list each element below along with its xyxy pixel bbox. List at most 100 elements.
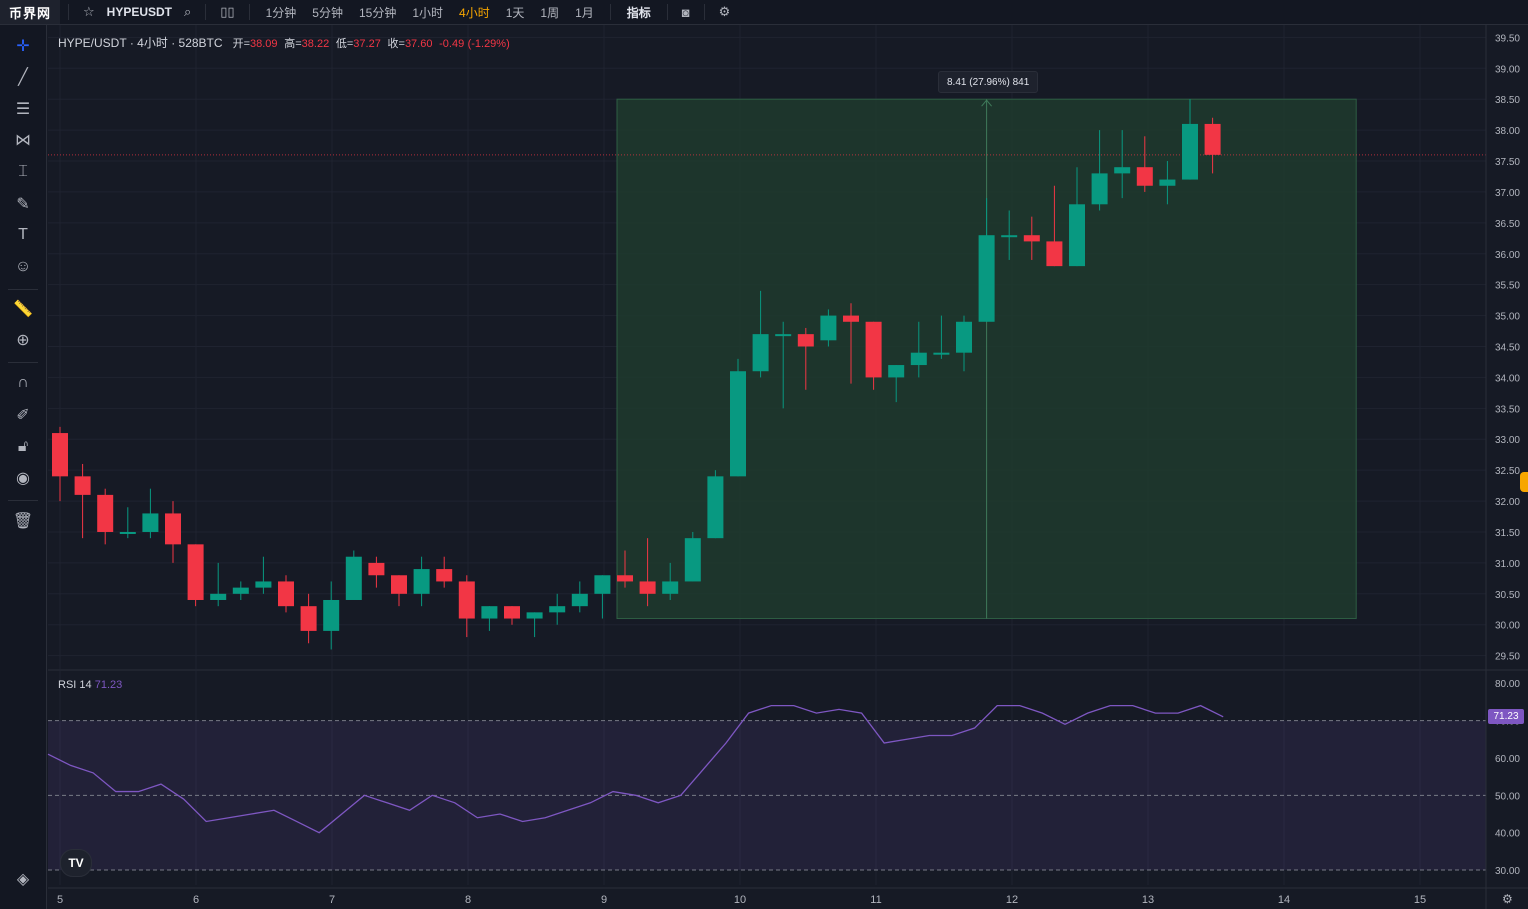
candle-body (368, 562, 385, 576)
candle-body (413, 569, 430, 594)
candle-body (74, 476, 91, 495)
price-axis-label: 36.50 (1495, 219, 1520, 230)
toolbar-divider (68, 4, 69, 20)
text-icon[interactable]: T (18, 226, 28, 243)
indicators-button[interactable]: 指标 (626, 5, 651, 20)
fib-lines-icon[interactable]: ☰ (15, 101, 31, 118)
price-axis-label: 31.50 (1495, 528, 1520, 539)
star-icon[interactable]: ☆ (83, 4, 95, 19)
price-axis-label: 32.00 (1495, 497, 1520, 508)
interval-1h[interactable]: 1小时 (412, 5, 444, 20)
candle-body (436, 569, 453, 582)
rsi-value: 71.23 (94, 679, 123, 691)
legend-dot: · (171, 36, 179, 50)
price-axis-label: 30.50 (1495, 590, 1520, 601)
search-icon[interactable]: ⌕ (184, 4, 192, 19)
candle-body (232, 587, 249, 594)
toolbar-divider (248, 4, 250, 20)
zoom-in-icon[interactable]: ⊕ (16, 332, 30, 349)
price-axis-label: 38.50 (1495, 95, 1520, 106)
candles-icon[interactable]: ▯▯ (220, 4, 235, 19)
price-axis-label: 38.00 (1495, 126, 1520, 137)
candle-body (1159, 179, 1176, 186)
settings-icon[interactable]: ⚙ (718, 4, 731, 19)
interval-15m[interactable]: 15分钟 (358, 5, 397, 20)
candle-body (730, 371, 746, 477)
time-axis-label: 9 (601, 894, 607, 906)
time-axis-label: 7 (329, 894, 335, 906)
price-axis-label: 39.50 (1495, 33, 1520, 44)
brush-icon[interactable]: ✎ (16, 196, 30, 213)
candle-body (278, 581, 294, 607)
candle-body (187, 544, 204, 600)
candle-body (910, 352, 927, 366)
price-axis-label: 30.00 (1495, 621, 1520, 632)
price-axis-label: 34.00 (1495, 373, 1520, 384)
rsi-axis-label: 80.00 (1495, 679, 1520, 690)
interval-1mo[interactable]: 1月 (575, 5, 594, 20)
ruler-icon[interactable]: 📏 (13, 301, 33, 318)
toolbar-divider (205, 4, 207, 20)
candle-body (888, 365, 905, 378)
legend-change-pct: (-1.29%) (467, 38, 510, 50)
interval-5m[interactable]: 5分钟 (312, 5, 343, 20)
rsi-axis-label: 40.00 (1495, 829, 1520, 840)
price-axis-label: 34.50 (1495, 343, 1520, 354)
interval-1m[interactable]: 1分钟 (265, 5, 297, 20)
time-axis-label: 10 (734, 894, 746, 906)
chart-settings-icon[interactable]: ⚙ (1502, 892, 1513, 906)
emoji-icon[interactable]: ☺ (14, 258, 32, 275)
interval-1w[interactable]: 1周 (540, 5, 560, 20)
candle-body (1204, 123, 1221, 155)
candle-body (978, 235, 995, 322)
candle-body (956, 321, 972, 353)
legend-exchange: 528BTC (178, 36, 223, 50)
camera-icon[interactable]: ◙ (681, 4, 690, 20)
price-axis-label: 37.00 (1495, 188, 1520, 199)
interval-4h[interactable]: 4小时 (459, 5, 490, 20)
candle-body (865, 321, 882, 378)
time-axis-label: 8 (465, 894, 471, 906)
price-axis-label: 35.50 (1495, 281, 1520, 292)
lock-icon[interactable]: 🔓︎ (17, 438, 29, 455)
candle-body (391, 575, 407, 594)
price-axis-label: 36.00 (1495, 250, 1520, 261)
layers-icon[interactable]: ◈ (16, 871, 30, 888)
candle-body (97, 494, 114, 532)
sidebar-divider (8, 289, 38, 290)
rsi-axis-label: 30.00 (1495, 866, 1520, 877)
trend-line-icon[interactable]: ╱ (18, 69, 28, 86)
tradingview-logo[interactable]: TV (60, 849, 92, 877)
candle-body (323, 599, 340, 631)
eye-icon[interactable]: ◉ (16, 470, 30, 487)
time-axis-label: 12 (1006, 894, 1018, 906)
candle-body (458, 581, 475, 619)
magnet-icon[interactable]: ∩ (17, 374, 29, 391)
measure-line-icon[interactable]: ⌶ (18, 163, 28, 180)
lock-drawing-icon[interactable]: ✐ (16, 407, 30, 424)
price-axis-label: 33.50 (1495, 404, 1520, 415)
trash-icon[interactable]: 🗑︎ (12, 513, 34, 530)
price-legend: HYPE/USDT · 4小时 · 528BTC 开=38.09 高=38.22… (58, 34, 510, 51)
candle-body (1114, 167, 1131, 174)
candle-body (571, 593, 588, 607)
crosshair-icon[interactable]: ✛ (16, 38, 30, 55)
candle-body (526, 612, 543, 619)
price-scale-handle[interactable] (1520, 472, 1528, 492)
pattern-icon[interactable]: ⋈ (15, 132, 31, 149)
symbol-name[interactable]: HYPEUSDT (106, 5, 172, 19)
candle-body (662, 581, 679, 594)
legend-open-value: 38.09 (250, 38, 278, 50)
legend-dot: · (129, 36, 138, 50)
legend-high-value: 38.22 (301, 38, 330, 50)
candle-body (843, 315, 859, 322)
range-measure-tooltip: 8.41 (27.96%) 841 (938, 71, 1039, 93)
candle-body (684, 538, 701, 582)
rsi-legend: RSI 14 71.23 (58, 679, 122, 691)
rsi-label: RSI (58, 679, 77, 691)
price-axis-label: 29.50 (1495, 652, 1520, 663)
interval-1d[interactable]: 1天 (505, 5, 525, 20)
rsi-axis-label: 50.00 (1495, 791, 1520, 802)
candle-body (752, 334, 769, 372)
